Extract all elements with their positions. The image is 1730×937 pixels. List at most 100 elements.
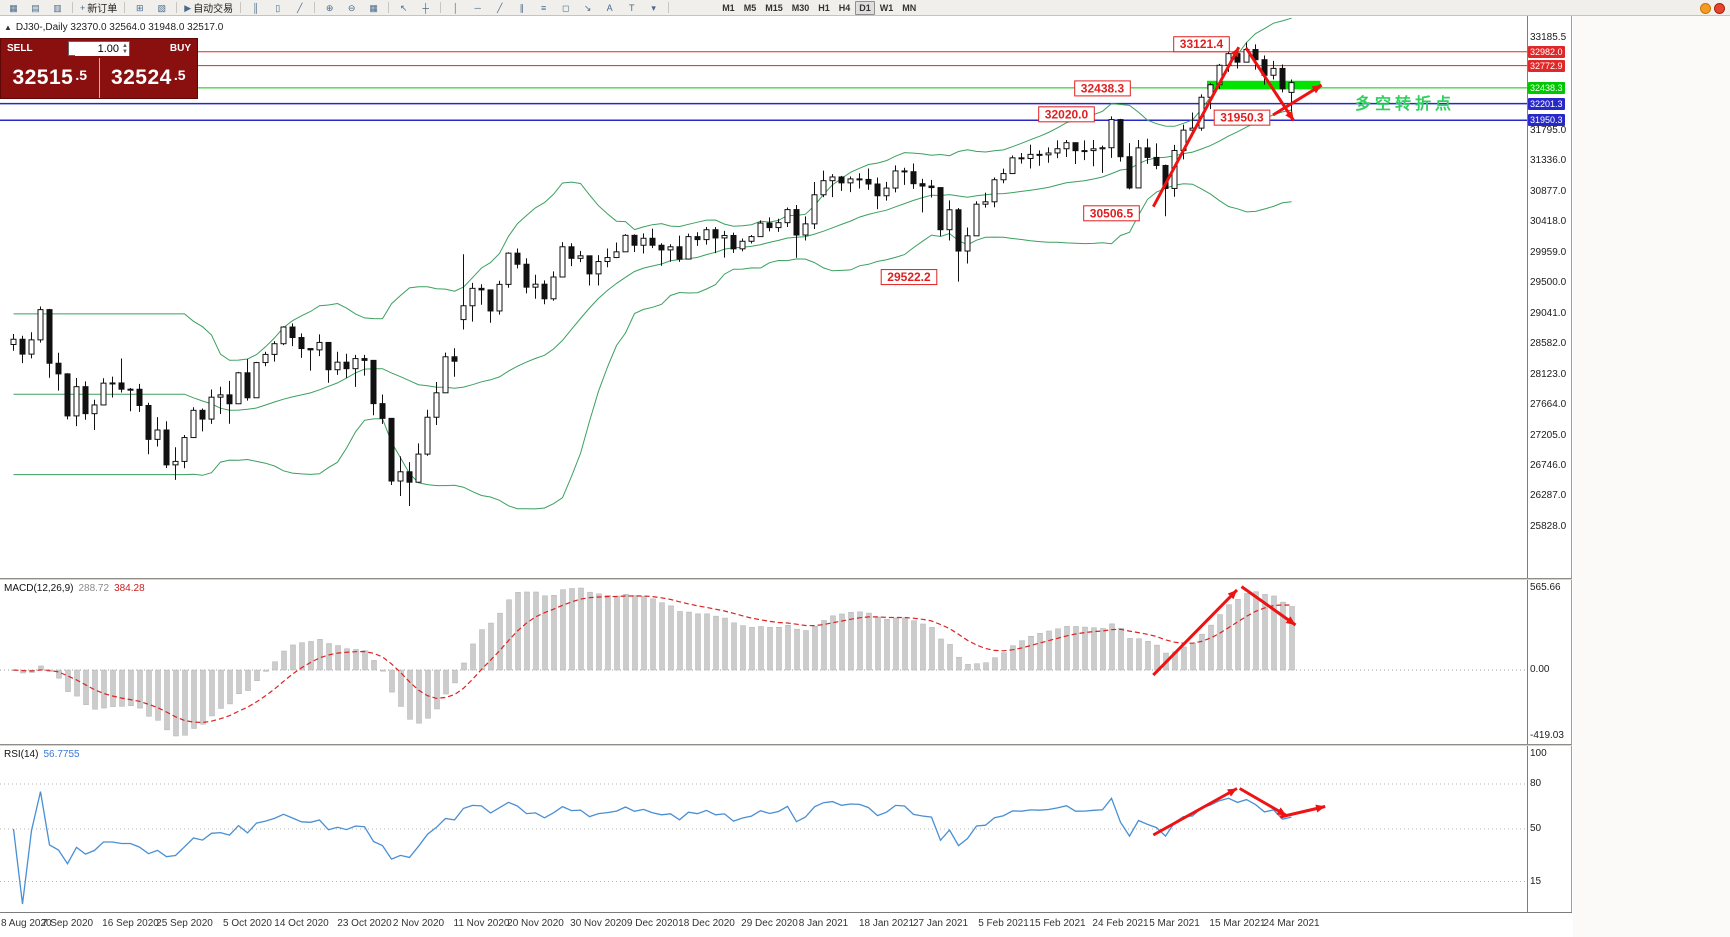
alert-icon[interactable] — [1714, 3, 1725, 14]
bar-chart-icon[interactable]: ║ — [245, 0, 266, 15]
candle — [190, 407, 197, 439]
template-icon-glyph: ▧ — [157, 2, 167, 13]
tile-windows-icon[interactable]: ▦ — [363, 0, 384, 15]
timeframe-m30-button[interactable]: M30 — [791, 2, 810, 13]
trade-panel-toggle-icon[interactable]: ▲ — [4, 23, 12, 32]
sell-button[interactable]: 32515 .5 — [1, 58, 99, 98]
vertical-line-icon[interactable]: │ — [445, 0, 466, 15]
new-chart-icon-glyph: ▦ — [9, 2, 18, 13]
buy-button[interactable]: 32524 .5 — [99, 58, 197, 98]
macd-histogram-bar — [668, 605, 674, 671]
volume-spinner[interactable]: ▲ ▼ — [122, 43, 128, 55]
rsi-axis-level: 50 — [1530, 823, 1542, 834]
candle — [676, 235, 683, 262]
candle-chart-icon[interactable]: ▯ — [267, 0, 288, 15]
panel-separator[interactable] — [0, 578, 1572, 580]
date-label: 7 Sep 2020 — [41, 918, 94, 929]
macd-histogram-bar — [1226, 604, 1232, 671]
candle — [100, 378, 107, 406]
cursor-icon[interactable]: ↖ — [393, 0, 414, 15]
candle — [73, 378, 80, 427]
macd-histogram-bar — [614, 595, 620, 671]
candle — [541, 280, 548, 305]
arrows-icon[interactable]: ↘ — [577, 0, 598, 15]
auto-trading-button[interactable]: ▶ 自动交易 — [181, 0, 236, 16]
trend-arrow-head — [1230, 47, 1239, 58]
date-label: 20 Nov 2020 — [507, 918, 564, 929]
macd-histogram-bar — [443, 669, 449, 695]
timeframe-d1-button[interactable]: D1 — [855, 0, 875, 15]
macd-canvas[interactable] — [0, 580, 1527, 744]
timeframe-mn-button[interactable]: MN — [902, 2, 917, 13]
trendline-icon[interactable]: ╱ — [489, 0, 510, 15]
zoom-in-icon[interactable]: ⊕ — [319, 0, 340, 15]
price-callout-text: 32438.3 — [1081, 81, 1125, 95]
macd-histogram-bar — [344, 648, 350, 671]
timeframe-w1-button[interactable]: W1 — [879, 2, 894, 13]
timeframe-h1-button[interactable]: H1 — [818, 2, 830, 13]
line-chart-icon[interactable]: ╱ — [289, 0, 310, 15]
candle — [316, 334, 323, 357]
crosshair-icon[interactable]: ┼ — [415, 0, 436, 15]
timeframe-m15-button[interactable]: M15 — [765, 2, 783, 13]
candle — [550, 271, 557, 301]
candle — [784, 207, 791, 227]
candle — [982, 192, 989, 208]
macd-histogram-bar — [767, 626, 773, 671]
chart-profiles-icon[interactable]: ▤ — [25, 0, 46, 15]
horizontal-line-icon[interactable]: ─ — [467, 0, 488, 15]
notification-icon[interactable] — [1700, 3, 1711, 14]
candle — [235, 371, 242, 405]
market-watch-icon[interactable]: ▥ — [47, 0, 68, 15]
macd-histogram-bar — [605, 594, 611, 671]
fibonacci-icon[interactable]: ≡ — [533, 0, 554, 15]
macd-histogram-bar — [281, 650, 287, 671]
macd-histogram-bar — [1253, 591, 1259, 671]
macd-histogram-bar — [434, 669, 440, 710]
timeframe-h4-button[interactable]: H4 — [838, 2, 851, 13]
macd-histogram-bar — [137, 669, 143, 709]
new-order-button[interactable]: + 新订单 — [77, 0, 120, 16]
channel-icon[interactable]: ∥ — [511, 0, 532, 15]
candle — [487, 289, 494, 323]
price-tick: 29959.0 — [1530, 246, 1567, 258]
text-icon[interactable]: A — [599, 0, 620, 15]
candle — [325, 341, 332, 383]
price-tick: 25828.0 — [1530, 520, 1567, 532]
timeframe-m1-button[interactable]: M1 — [722, 2, 735, 13]
candle — [208, 389, 215, 424]
candle — [604, 248, 611, 268]
candle — [505, 252, 512, 288]
zoom-out-icon[interactable]: ⊖ — [341, 0, 362, 15]
spinner-down-icon[interactable]: ▼ — [122, 49, 128, 55]
candle — [1099, 145, 1106, 173]
trend-arrow-head — [1311, 85, 1322, 94]
macd-histogram-bar — [326, 643, 332, 671]
timeframe-m5-button[interactable]: M5 — [743, 2, 757, 13]
spinner-up-icon[interactable]: ▲ — [122, 43, 128, 49]
indicators-icon[interactable]: ⊞ — [129, 0, 150, 15]
candle — [1081, 140, 1088, 161]
candle — [847, 176, 854, 193]
date-label: 23 Oct 2020 — [337, 918, 392, 929]
candle — [1126, 143, 1133, 190]
sell-price: 32515 — [12, 66, 74, 89]
rsi-axis-level: 80 — [1530, 778, 1542, 789]
new-chart-icon[interactable]: ▦ — [3, 0, 24, 15]
rsi-canvas[interactable] — [0, 746, 1527, 912]
template-icon[interactable]: ▧ — [151, 0, 172, 15]
macd-histogram-bar — [110, 669, 116, 707]
main-chart-canvas[interactable]: 33121.4 32438.3 32020.0 31950.3 30506.5 29522… — [0, 16, 1527, 578]
price-tick: 29500.0 — [1530, 277, 1567, 289]
macd-histogram-bar — [1082, 626, 1088, 671]
macd-histogram-bar — [1055, 628, 1061, 671]
dropdown-icon[interactable]: ▾ — [643, 0, 664, 15]
macd-histogram-bar — [578, 587, 584, 671]
rsi-line — [12, 791, 1292, 905]
volume-input[interactable] — [75, 41, 129, 56]
panel-separator[interactable] — [0, 744, 1572, 746]
macd-histogram-bar — [488, 622, 494, 671]
text-label-icon[interactable]: T — [621, 0, 642, 15]
shapes-icon[interactable]: ◻ — [555, 0, 576, 15]
candle — [1108, 116, 1115, 158]
